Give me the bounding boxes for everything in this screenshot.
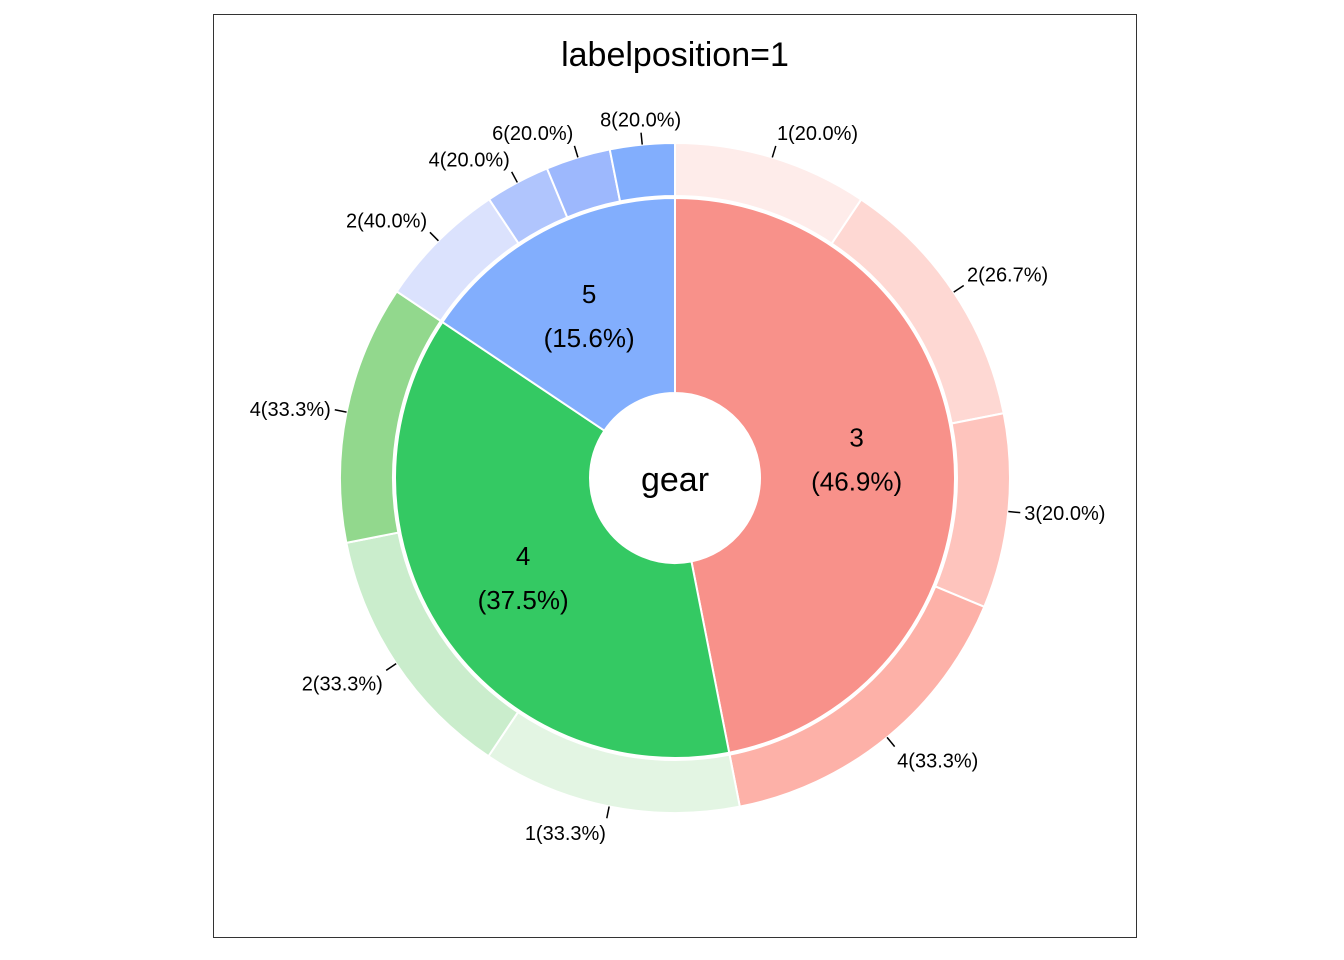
outer-slice-label: 2(40.0%)	[346, 210, 427, 232]
inner-slice-percent-label: (15.6%)	[544, 323, 635, 353]
outer-label-leader	[334, 409, 347, 413]
outer-label-leader	[429, 231, 439, 242]
outer-slice-label: 6(20.0%)	[492, 123, 573, 145]
inner-slice-3	[674, 196, 956, 754]
inner-slice-category-label: 3	[849, 422, 863, 452]
center-label: gear	[641, 461, 709, 499]
inner-slice-percent-label: (46.9%)	[811, 466, 902, 496]
inner-slice-percent-label: (37.5%)	[478, 585, 569, 615]
outer-label-leader	[573, 145, 579, 158]
outer-label-leader	[771, 145, 777, 158]
inner-slice-category-label: 5	[582, 279, 596, 309]
inner-slice-5	[441, 196, 676, 433]
outer-slice-label: 2(26.7%)	[967, 264, 1048, 286]
outer-label-leader	[385, 663, 397, 671]
outer-slice-label: 3(20.0%)	[1024, 503, 1105, 525]
inner-slice-4	[394, 320, 731, 759]
outer-label-leader	[886, 736, 896, 748]
outer-slice-label: 2(33.3%)	[302, 674, 383, 696]
outer-label-leader	[511, 171, 518, 183]
outer-slice-label: 4(33.3%)	[250, 399, 331, 421]
outer-label-leader	[953, 284, 965, 293]
outer-slice-label: 8(20.0%)	[600, 110, 681, 132]
chart-title: labelposition=1	[561, 36, 789, 74]
outer-label-leader	[640, 132, 643, 145]
outer-label-leader	[606, 806, 610, 819]
outer-label-leader	[1008, 510, 1021, 514]
outer-slice-label: 1(20.0%)	[777, 123, 858, 145]
outer-slice-label: 4(20.0%)	[429, 149, 510, 171]
outer-slice-label: 4(33.3%)	[897, 751, 978, 773]
outer-slice-5-3	[608, 141, 676, 203]
inner-slice-category-label: 4	[516, 541, 530, 571]
outer-slice-label: 1(33.3%)	[525, 823, 606, 845]
